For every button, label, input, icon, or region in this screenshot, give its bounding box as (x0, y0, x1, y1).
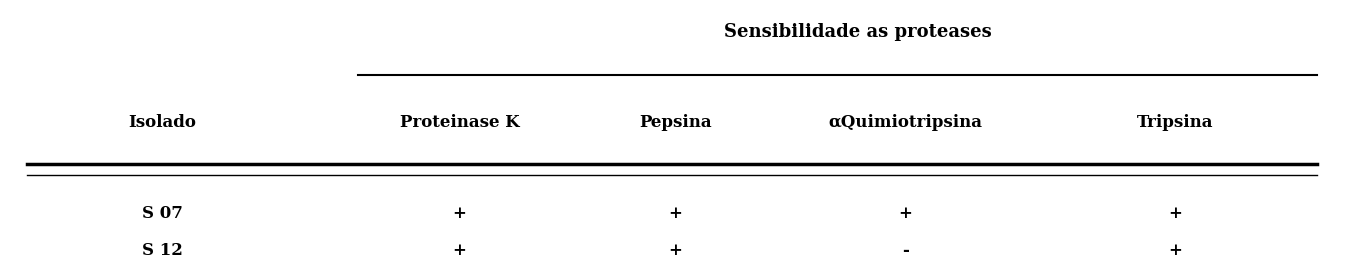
Text: +: + (1169, 242, 1182, 260)
Text: +: + (1169, 205, 1182, 222)
Text: +: + (898, 205, 912, 222)
Text: αQuimiotripsina: αQuimiotripsina (828, 114, 982, 131)
Text: -: - (901, 242, 909, 260)
Text: Sensibilidade as proteases: Sensibilidade as proteases (724, 23, 992, 41)
Text: S 12: S 12 (142, 242, 182, 260)
Text: S 07: S 07 (142, 205, 182, 222)
Text: Isolado: Isolado (128, 114, 196, 131)
Text: +: + (669, 205, 682, 222)
Text: +: + (453, 205, 466, 222)
Text: +: + (669, 242, 682, 260)
Text: Proteinase K: Proteinase K (400, 114, 519, 131)
Text: Tripsina: Tripsina (1138, 114, 1213, 131)
Text: Pepsina: Pepsina (639, 114, 712, 131)
Text: +: + (453, 242, 466, 260)
